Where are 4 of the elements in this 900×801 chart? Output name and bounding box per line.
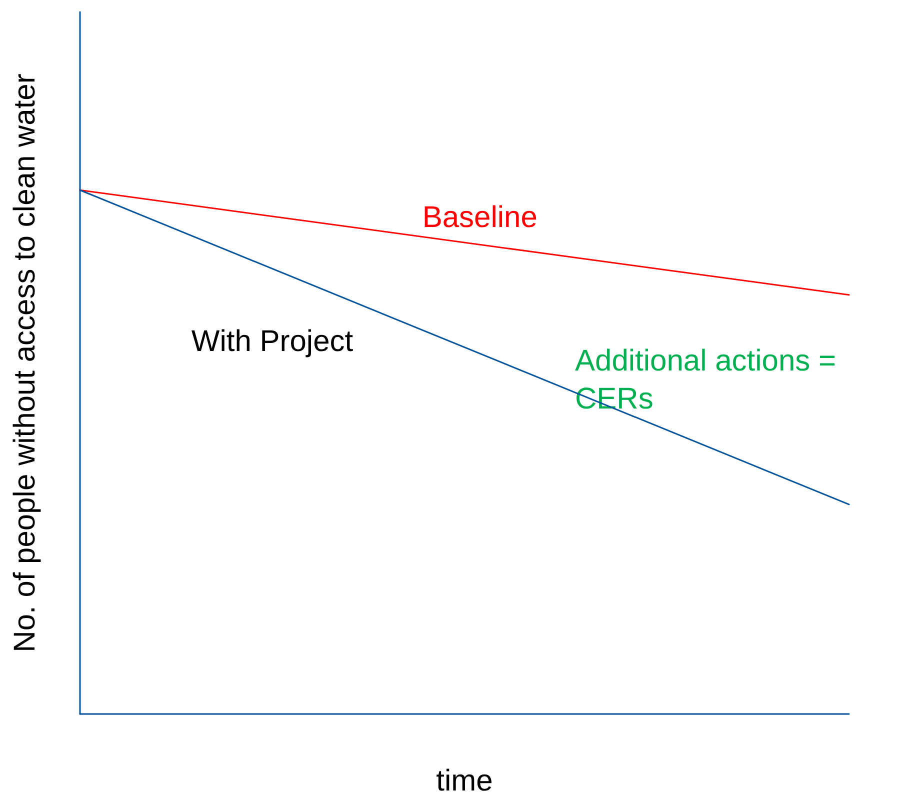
series-label: Baseline xyxy=(422,200,538,234)
y-axis-title: No. of people without access to clean water xyxy=(8,74,42,652)
series-label: With Project xyxy=(191,325,354,358)
x-axis-title: time xyxy=(436,764,493,798)
